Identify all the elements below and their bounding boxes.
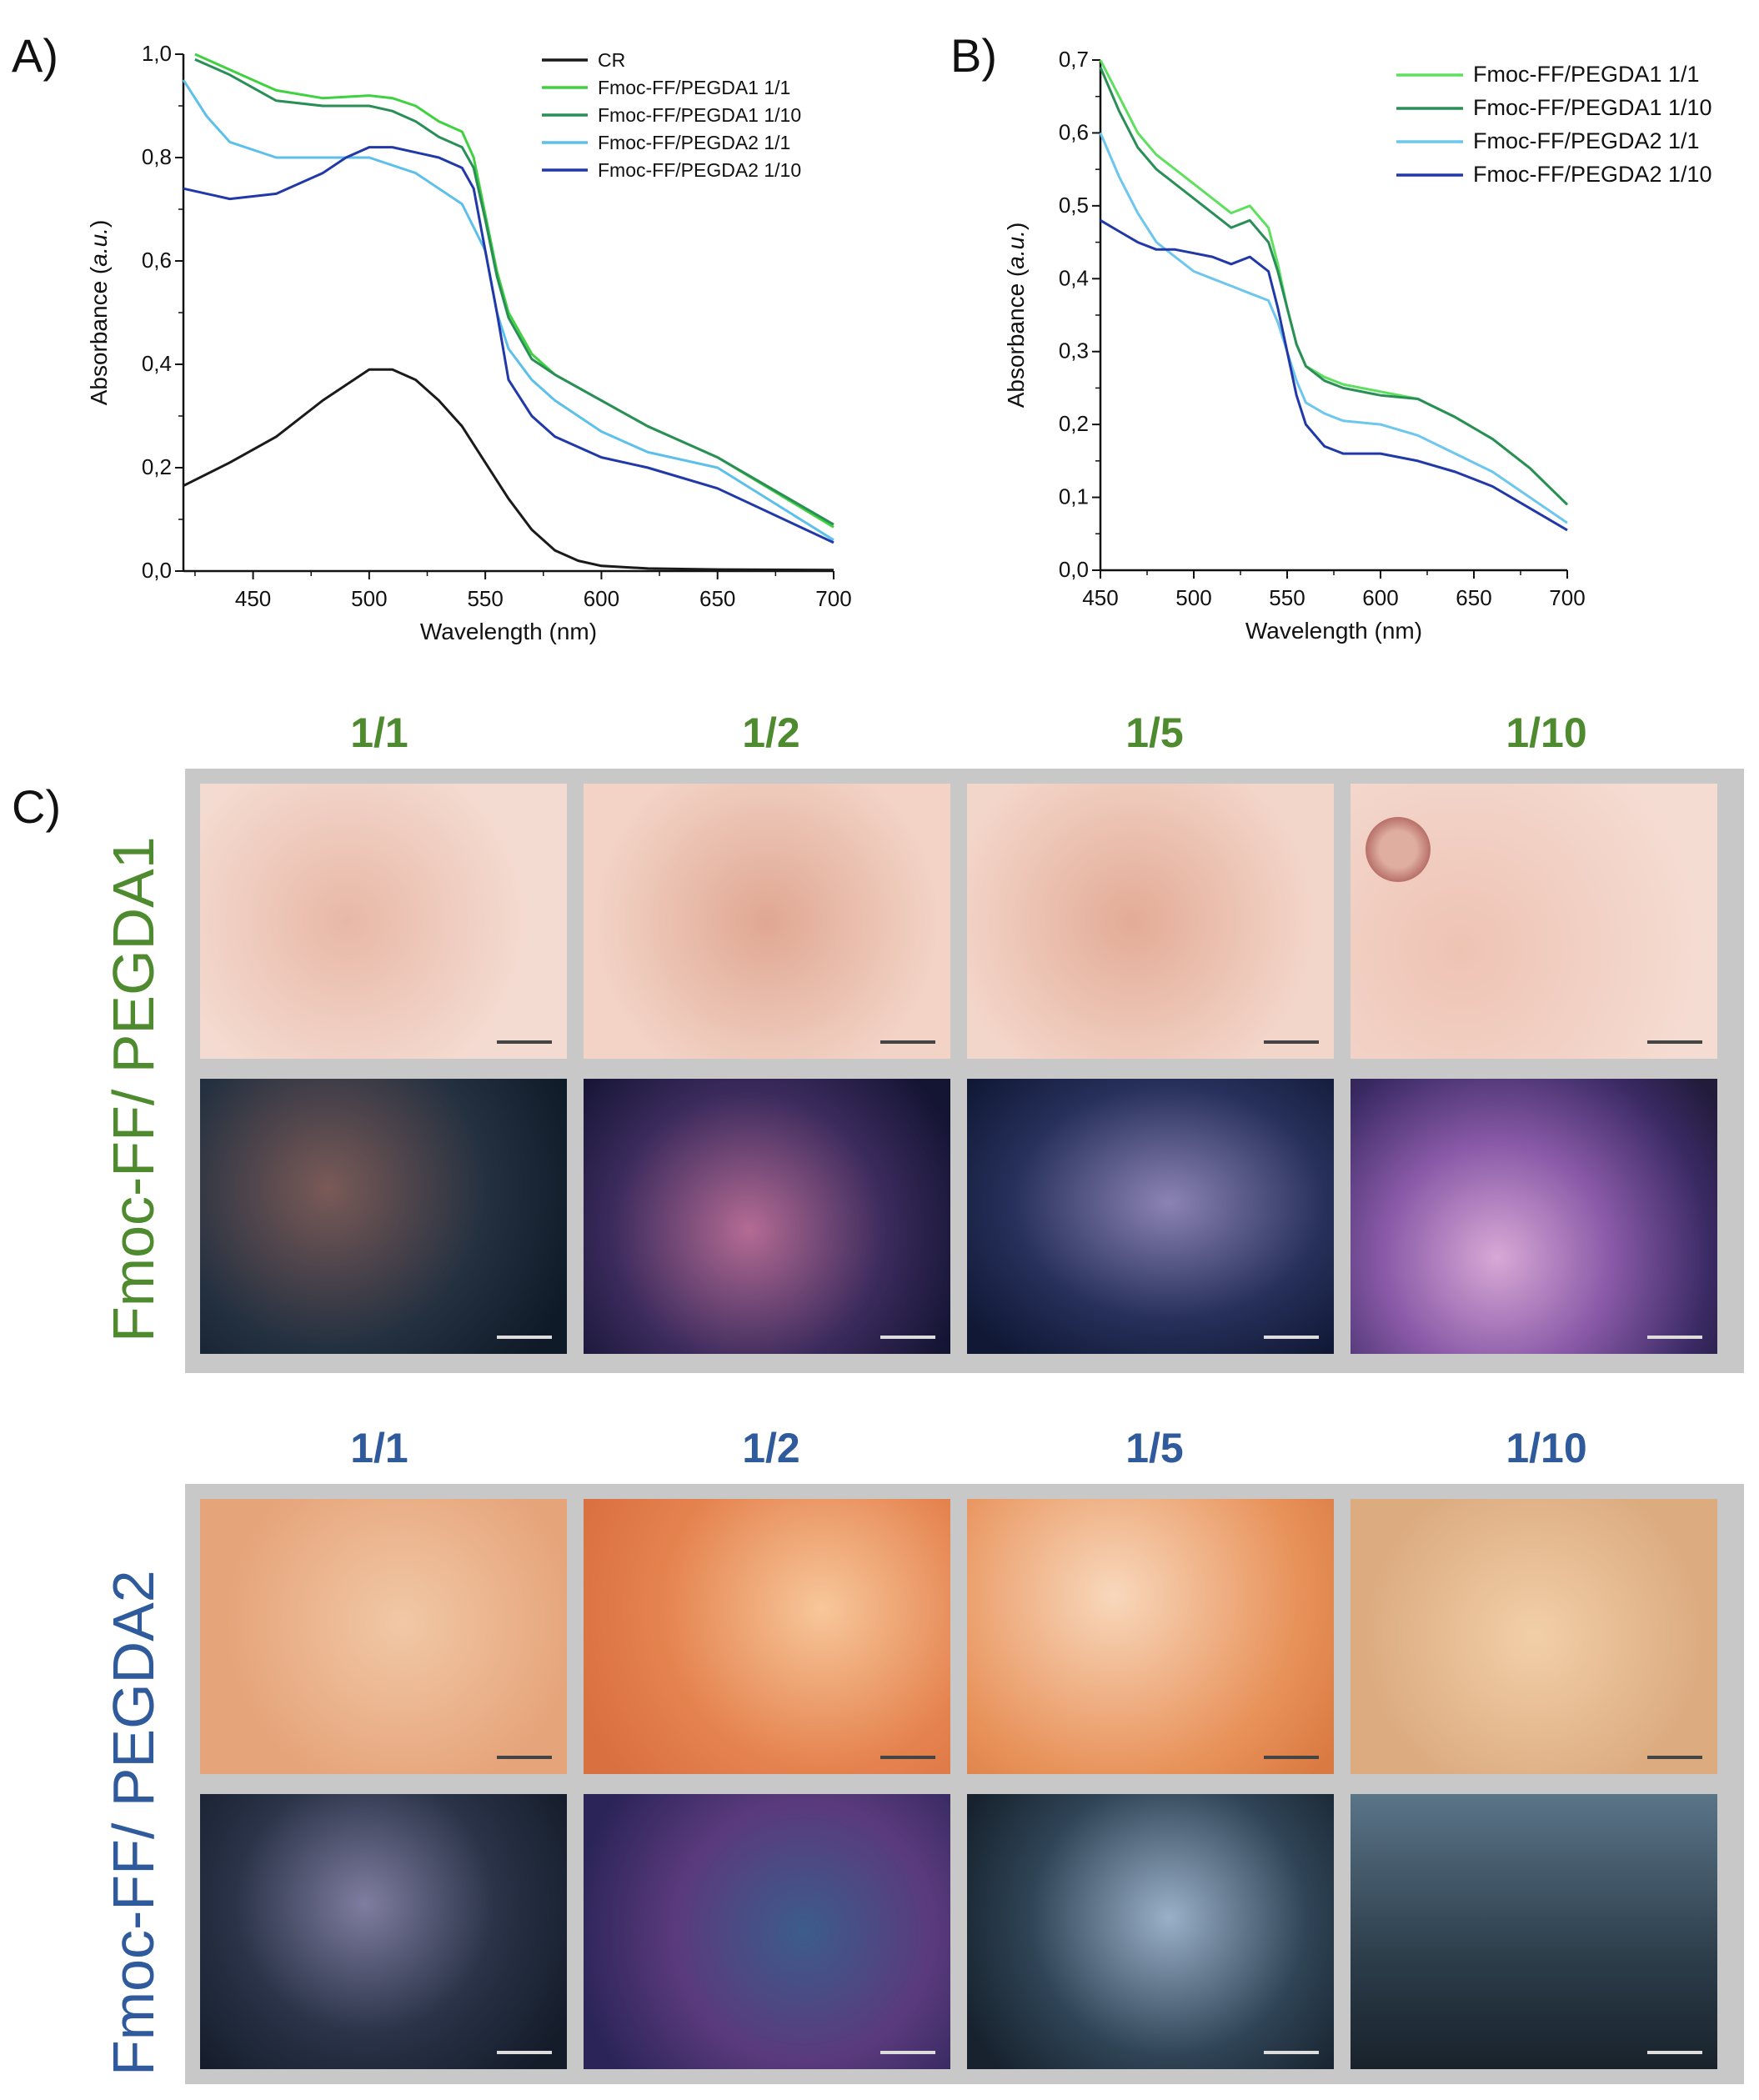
chart-a-y-tick-label: 0,6 [142, 248, 172, 273]
chart-b-series-line-0 [1099, 59, 1569, 506]
chart-a-series-line-0 [183, 368, 834, 572]
chart-b-x-tick-label: 600 [1362, 585, 1398, 610]
chart-a-legend-entry: Fmoc-FF/PEGDA2 1/1 [598, 132, 790, 153]
chart-b-x-tick-label: 500 [1175, 585, 1211, 610]
chart-a-x-axis-label: Wavelength (nm) [420, 619, 597, 644]
chart-a-x-tick-label: 650 [699, 586, 735, 611]
absorbance-chart-b: 450 500 550 600 650 700 0,0 0,1 0,2 0,3 0,4 0,5 0,6 0… [1003, 47, 1712, 644]
scale-bar [1647, 2051, 1702, 2054]
polarized-tile [1351, 1794, 1717, 2069]
chart-a-y-tick-label: 0,0 [142, 558, 172, 583]
brightfield-tile [967, 784, 1334, 1059]
brightfield-tile [200, 784, 567, 1059]
panel-label-a: A) [12, 29, 58, 82]
chart-b-legend-entry: Fmoc-FF/PEGDA2 1/10 [1473, 162, 1712, 187]
scale-bar [497, 1040, 552, 1044]
chart-b-y-tick-label: 0,7 [1059, 47, 1089, 72]
chart-a-series-line-4 [183, 146, 834, 544]
scale-bar [497, 1336, 552, 1339]
chart-b-y-axis-label: Absorbance (a.u.) [1003, 223, 1029, 408]
panel-label-c: C) [12, 780, 62, 833]
ratio-label-pegda1-2: 1/2 [742, 709, 800, 756]
scale-bar [497, 1756, 552, 1759]
scale-bar [1647, 1756, 1702, 1759]
micrograph-grid-pegda2 [185, 1484, 1744, 2084]
chart-a-legend-entry: Fmoc-FF/PEGDA2 1/10 [598, 159, 801, 181]
ratio-label-pegda1-4: 1/10 [1506, 709, 1587, 756]
chart-a-x-tick-label: 450 [235, 586, 271, 611]
polarized-tile [200, 1079, 567, 1354]
chart-b-series-line-1 [1099, 67, 1569, 506]
scale-bar [1647, 1336, 1702, 1339]
brightfield-tile [584, 1499, 950, 1774]
brightfield-tile [1351, 1499, 1717, 1774]
chart-b-legend-entry: Fmoc-FF/PEGDA1 1/1 [1473, 62, 1700, 87]
scale-bar [1647, 1040, 1702, 1044]
group-label-pegda2: Fmoc-FF/ PEGDA2 [101, 1570, 166, 2076]
scale-bar [1264, 2051, 1319, 2054]
chart-b-x-tick-label: 450 [1082, 585, 1118, 610]
chart-b-y-tick-label: 0,2 [1059, 411, 1089, 436]
ratio-label-pegda2-4: 1/10 [1506, 1425, 1587, 1471]
bubble [1366, 817, 1431, 882]
absorbance-chart-a: 450 500 550 600 650 700 0,0 0,2 0,4 0,6 0,8 1,0 Wave… [86, 41, 852, 644]
brightfield-tile [967, 1499, 1334, 1774]
panel-label-b: B) [950, 29, 997, 82]
chart-b-y-tick-label: 0,0 [1059, 557, 1089, 582]
ratio-label-pegda1-3: 1/5 [1125, 709, 1184, 756]
chart-b-y-tick-label: 0,6 [1059, 119, 1089, 144]
chart-a-y-tick-label: 0,4 [142, 351, 172, 376]
chart-b-y-tick-label: 0,3 [1059, 338, 1089, 363]
polarized-tile [584, 1794, 950, 2069]
ratio-label-pegda2-2: 1/2 [742, 1425, 800, 1471]
brightfield-tile [584, 784, 950, 1059]
scale-bar [880, 1336, 935, 1339]
chart-b-x-tick-label: 650 [1456, 585, 1491, 610]
chart-b-x-tick-label: 700 [1549, 585, 1585, 610]
chart-a-series-line-2 [194, 58, 834, 526]
scale-bar [1264, 1756, 1319, 1759]
ratio-label-pegda2-3: 1/5 [1125, 1425, 1184, 1471]
chart-b-legend-entry: Fmoc-FF/PEGDA2 1/1 [1473, 128, 1700, 153]
chart-a-legend-entry: CR [598, 49, 625, 71]
polarized-tile [1351, 1079, 1717, 1354]
chart-b-x-axis-label: Wavelength (nm) [1245, 618, 1422, 644]
scale-bar [880, 1040, 935, 1044]
chart-a-y-tick-label: 0,8 [142, 144, 172, 169]
chart-a-legend-entry: Fmoc-FF/PEGDA1 1/1 [598, 77, 790, 98]
chart-a-legend-entry: Fmoc-FF/PEGDA1 1/10 [598, 104, 801, 126]
chart-b-legend-entry: Fmoc-FF/PEGDA1 1/10 [1473, 95, 1712, 120]
ratio-label-pegda1-1: 1/1 [350, 709, 408, 756]
micrograph-grid-pegda1 [185, 769, 1744, 1373]
chart-a-x-tick-label: 550 [467, 586, 503, 611]
ratio-label-pegda2-1: 1/1 [350, 1425, 408, 1471]
scale-bar [497, 2051, 552, 2054]
brightfield-tile [200, 1499, 567, 1774]
chart-b-series-line-2 [1099, 132, 1568, 524]
polarized-tile [200, 1794, 567, 2069]
chart-b-x-tick-label: 550 [1269, 585, 1305, 610]
chart-a-x-tick-label: 500 [351, 586, 387, 611]
chart-a-x-tick-label: 600 [584, 586, 619, 611]
scale-bar [1264, 1040, 1319, 1044]
chart-b-y-tick-label: 0,1 [1059, 484, 1089, 509]
chart-a-y-tick-label: 0,2 [142, 454, 172, 479]
chart-a-y-tick-label: 1,0 [142, 41, 172, 66]
chart-b-y-tick-label: 0,4 [1059, 265, 1089, 290]
chart-b-series-line-3 [1100, 219, 1568, 532]
chart-a-y-axis-label: Absorbance (a.u.) [86, 220, 112, 406]
scale-bar [880, 1756, 935, 1759]
scale-bar [1264, 1336, 1319, 1339]
scale-bar [880, 2051, 935, 2054]
brightfield-tile [1351, 784, 1717, 1059]
polarized-tile [584, 1079, 950, 1354]
polarized-tile [967, 1079, 1334, 1354]
chart-a-x-tick-label: 700 [815, 586, 851, 611]
group-label-pegda1: Fmoc-FF/ PEGDA1 [101, 836, 166, 1342]
polarized-tile [967, 1794, 1334, 2069]
chart-b-y-tick-label: 0,5 [1059, 193, 1089, 218]
